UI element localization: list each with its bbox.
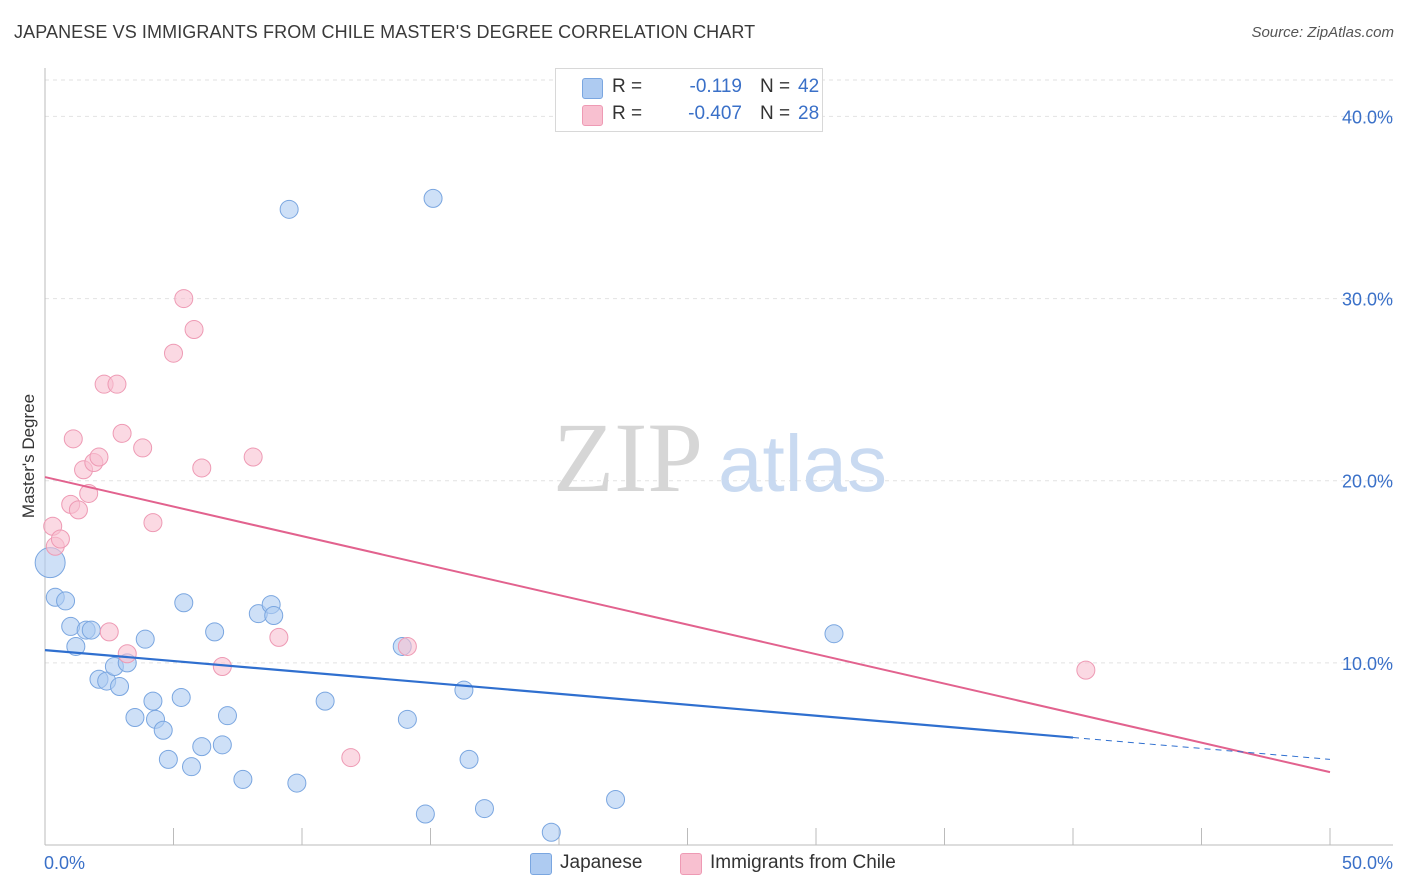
correlation-legend: R = -0.119 N = 42 R = -0.407 N = 28 [555, 68, 823, 132]
japanese-point-31 [315, 691, 335, 711]
chile-point-22 [243, 447, 263, 467]
series-chile-points [43, 289, 1096, 768]
trend-line-japanese [44, 649, 1074, 739]
chile-point-16 [143, 513, 163, 533]
chart-title: JAPANESE VS IMMIGRANTS FROM CHILE MASTER… [14, 22, 756, 42]
japanese-point-35 [423, 188, 443, 208]
x-tick-label-min: 0.0% [44, 853, 85, 873]
japanese-point-17 [158, 749, 178, 769]
chile-point-19 [184, 320, 204, 340]
chile-point-9 [89, 447, 109, 467]
chile-swatch [680, 853, 702, 875]
japanese-point-23 [212, 735, 232, 755]
n-value: 28 [798, 103, 820, 124]
watermark-atlas: atlas [718, 419, 887, 508]
japanese-point-37 [459, 749, 479, 769]
axes [44, 68, 1393, 846]
watermark: ZIP atlas [553, 402, 887, 513]
chile-point-20 [192, 458, 212, 478]
watermark-zip: ZIP [553, 402, 703, 513]
n-value: 42 [798, 76, 820, 97]
chile-point-24 [341, 748, 361, 768]
japanese-point-12 [125, 708, 145, 727]
legend-label-japanese: Japanese [560, 852, 643, 873]
japanese-point-4 [66, 636, 86, 656]
japanese-point-10 [110, 677, 130, 697]
x-ticks [44, 828, 1331, 845]
chile-point-23 [269, 627, 289, 647]
trend-line-japanese-extension [1072, 737, 1331, 760]
y-tick-label-40: 40.0% [1342, 107, 1393, 127]
japanese-point-22 [205, 622, 225, 642]
chile-point-5 [68, 500, 88, 520]
japanese-point-2 [56, 591, 76, 611]
japanese-swatch [582, 78, 603, 99]
chile-point-14 [117, 644, 137, 664]
chile-point-13 [112, 423, 132, 443]
japanese-point-39 [541, 822, 561, 842]
japanese-point-34 [415, 804, 435, 824]
legend-label-chile: Immigrants from Chile [710, 852, 896, 873]
source-label: Source: ZipAtlas.com [1251, 24, 1394, 41]
series-japanese-points [34, 188, 844, 842]
chile-point-2 [50, 529, 70, 549]
japanese-point-14 [143, 691, 163, 711]
japanese-swatch [530, 853, 552, 875]
trend-lines [44, 476, 1331, 774]
x-tick-label-max: 50.0% [1342, 853, 1393, 873]
chile-point-25 [397, 636, 417, 656]
n-label: N = [760, 76, 791, 97]
y-tick-label-10: 10.0% [1342, 654, 1393, 674]
japanese-point-28 [264, 606, 284, 625]
chile-swatch [582, 105, 603, 126]
japanese-point-40 [606, 789, 626, 809]
r-label: R = [612, 103, 643, 124]
chile-point-4 [63, 429, 83, 449]
y-axis-title: Master's Degree [19, 394, 38, 518]
japanese-point-41 [824, 624, 844, 644]
japanese-point-6 [81, 620, 101, 640]
chile-point-15 [133, 438, 153, 458]
y-tick-label-20: 20.0% [1342, 472, 1393, 492]
japanese-point-21 [192, 737, 212, 757]
n-label: N = [760, 103, 791, 124]
japanese-point-30 [287, 773, 307, 793]
japanese-point-33 [397, 709, 417, 729]
chile-point-26 [1076, 660, 1096, 680]
r-value: -0.407 [688, 103, 742, 124]
japanese-point-29 [279, 199, 299, 219]
japanese-point-25 [233, 769, 253, 789]
r-label: R = [612, 76, 643, 97]
trend-line-chile [44, 476, 1331, 774]
grid-lines [45, 79, 1393, 664]
japanese-point-19 [174, 593, 194, 613]
japanese-point-18 [171, 687, 191, 707]
japanese-point-13 [135, 629, 155, 649]
japanese-point-24 [217, 706, 237, 726]
y-tick-labels: 10.0% 20.0% 30.0% 40.0% [1342, 107, 1393, 673]
y-tick-label-30: 30.0% [1342, 290, 1393, 310]
r-value: -0.119 [689, 76, 742, 97]
japanese-point-20 [181, 757, 201, 777]
japanese-point-16 [153, 720, 173, 740]
chile-point-11 [99, 622, 119, 642]
chile-point-17 [164, 343, 183, 363]
japanese-point-36 [454, 680, 474, 700]
japanese-point-38 [474, 799, 494, 819]
chile-point-12 [107, 374, 127, 394]
chile-point-18 [174, 289, 194, 309]
